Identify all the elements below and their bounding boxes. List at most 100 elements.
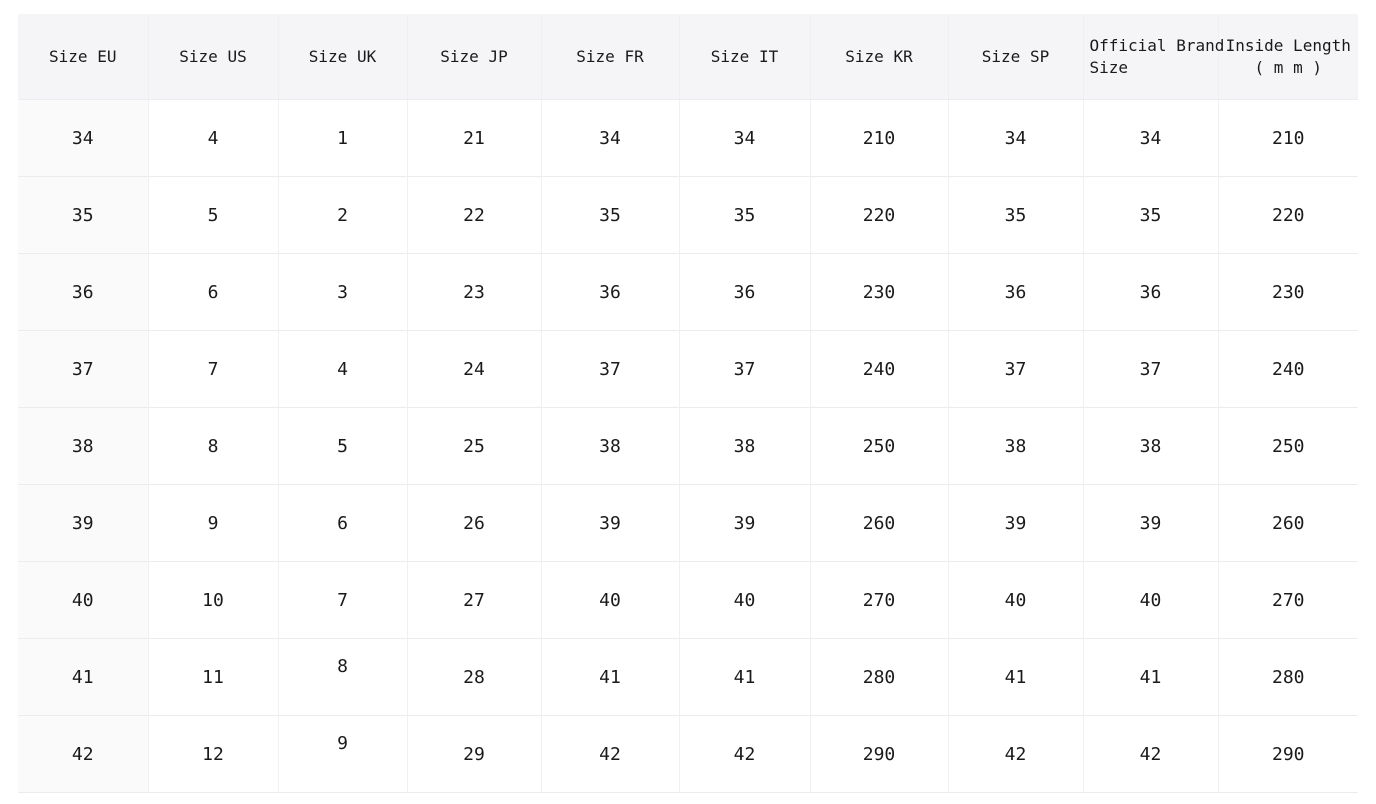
cell-value: 270 <box>1271 589 1305 611</box>
cell-value: 7 <box>337 589 348 611</box>
cell-value: 35 <box>599 204 621 226</box>
cell-size_jp: 25 <box>406 407 541 485</box>
column-header-line: Inside Length <box>1225 35 1351 55</box>
cell-value: 37 <box>1139 358 1162 380</box>
table-row: 42 12 9 29 42 42 290 42 42 290 <box>18 715 1358 793</box>
cell-size_jp: 22 <box>406 176 541 254</box>
size-conversion-table: Size EU Size US Size UK Size JP Size FR Size … <box>18 14 1358 793</box>
cell-value: 35 <box>733 204 756 226</box>
cell-inside_length_mm: 240 <box>1217 330 1358 408</box>
cell-value: 34 <box>733 127 756 149</box>
cell-value: 290 <box>862 743 896 765</box>
cell-value: 230 <box>1271 281 1305 303</box>
cell-value: 220 <box>1271 204 1305 226</box>
cell-value: 12 <box>202 743 224 765</box>
cell-value: 42 <box>599 743 621 765</box>
cell-size_eu: 41 <box>18 638 148 716</box>
cell-value: 6 <box>207 281 219 303</box>
cell-size_us: 4 <box>147 99 278 177</box>
column-header-line: Official Brand <box>1089 35 1225 55</box>
cell-size_uk: 3 <box>277 253 407 331</box>
cell-value: 42 <box>1004 743 1027 765</box>
column-header-size_eu: Size EU <box>18 14 148 100</box>
column-header-line: Size JP <box>440 46 508 66</box>
column-header-size_uk: Size UK <box>277 14 407 100</box>
cell-value: 28 <box>463 666 485 688</box>
cell-size_sp: 40 <box>947 561 1083 639</box>
cell-value: 1 <box>337 127 348 149</box>
cell-value: 220 <box>862 204 896 226</box>
column-header-line: Size UK <box>308 46 377 66</box>
cell-inside_length_mm: 210 <box>1217 99 1358 177</box>
cell-official_brand_size: 34 <box>1082 99 1218 177</box>
table-row: 37 7 4 24 37 37 240 37 37 240 <box>18 330 1358 408</box>
column-header-line: ( m m ) <box>1254 57 1322 77</box>
cell-size_sp: 42 <box>947 715 1083 793</box>
cell-size_it: 36 <box>678 253 810 331</box>
cell-value: 39 <box>1004 512 1027 534</box>
cell-value: 22 <box>463 204 485 226</box>
cell-value: 38 <box>599 435 621 457</box>
cell-size_sp: 34 <box>947 99 1083 177</box>
cell-value: 42 <box>733 743 756 765</box>
cell-value: 37 <box>71 358 94 380</box>
cell-value: 2 <box>337 204 348 226</box>
cell-value: 38 <box>1004 435 1027 457</box>
column-header-line: Size IT <box>710 46 779 66</box>
cell-size_it: 34 <box>678 99 810 177</box>
table-row: 38 8 5 25 38 38 250 38 38 250 <box>18 407 1358 485</box>
cell-value: 34 <box>1004 127 1027 149</box>
cell-value: 35 <box>1139 204 1162 226</box>
cell-value: 38 <box>1139 435 1162 457</box>
cell-size_fr: 34 <box>540 99 679 177</box>
cell-size_fr: 40 <box>540 561 679 639</box>
cell-size_it: 38 <box>678 407 810 485</box>
column-header-line: Size US <box>179 46 247 66</box>
cell-size_uk: 9 <box>277 715 407 793</box>
cell-inside_length_mm: 280 <box>1217 638 1358 716</box>
cell-value: 41 <box>733 666 756 688</box>
cell-size_it: 35 <box>678 176 810 254</box>
cell-size_eu: 34 <box>18 99 148 177</box>
cell-value: 37 <box>733 358 756 380</box>
cell-size_uk: 5 <box>277 407 407 485</box>
column-header-line: Size FR <box>576 46 644 66</box>
cell-size_eu: 37 <box>18 330 148 408</box>
cell-size_us: 11 <box>147 638 278 716</box>
cell-value: 250 <box>862 435 896 457</box>
cell-value: 280 <box>1271 666 1305 688</box>
cell-size_fr: 42 <box>540 715 679 793</box>
cell-value: 21 <box>463 127 485 149</box>
cell-value: 37 <box>599 358 621 380</box>
cell-size_it: 37 <box>678 330 810 408</box>
cell-official_brand_size: 37 <box>1082 330 1218 408</box>
cell-size_it: 42 <box>678 715 810 793</box>
cell-value: 42 <box>1139 743 1162 765</box>
cell-size_us: 12 <box>147 715 278 793</box>
cell-value: 230 <box>862 281 896 303</box>
cell-size_us: 5 <box>147 176 278 254</box>
cell-value: 40 <box>1004 589 1027 611</box>
column-header-size_kr: Size KR <box>809 14 948 100</box>
cell-inside_length_mm: 220 <box>1217 176 1358 254</box>
cell-size_eu: 39 <box>18 484 148 562</box>
cell-value: 5 <box>207 204 219 226</box>
cell-size_uk: 4 <box>277 330 407 408</box>
cell-size_uk: 8 <box>277 638 407 716</box>
cell-value: 210 <box>1271 127 1305 149</box>
cell-size_uk: 2 <box>277 176 407 254</box>
cell-size_jp: 26 <box>406 484 541 562</box>
cell-value: 41 <box>71 666 94 688</box>
cell-size_sp: 36 <box>947 253 1083 331</box>
cell-value: 34 <box>71 127 94 149</box>
column-header-line: Size SP <box>981 46 1050 66</box>
column-header-inside_length_mm: Inside Length( m m ) <box>1217 14 1358 100</box>
cell-size_fr: 36 <box>540 253 679 331</box>
cell-value: 36 <box>599 281 621 303</box>
cell-size_kr: 270 <box>809 561 948 639</box>
cell-size_kr: 220 <box>809 176 948 254</box>
cell-value: 40 <box>599 589 621 611</box>
cell-size_it: 41 <box>678 638 810 716</box>
cell-size_jp: 24 <box>406 330 541 408</box>
